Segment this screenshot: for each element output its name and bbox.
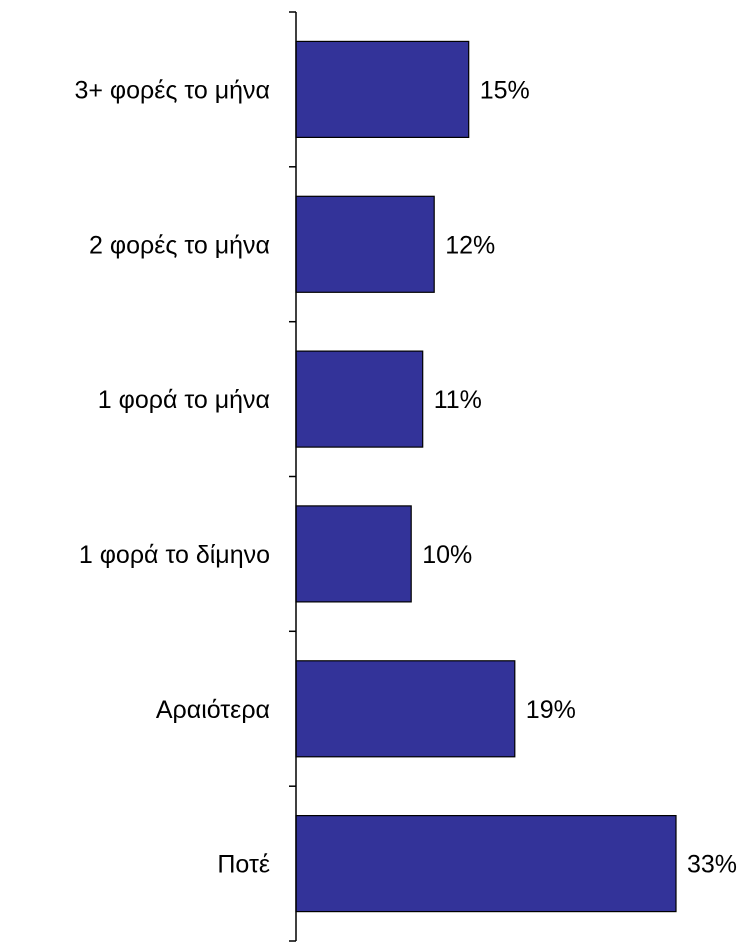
category-label: 1 φορά το δίμηνο	[79, 541, 270, 569]
bar-1	[295, 40, 470, 139]
bar-6	[295, 814, 677, 913]
value-label: 12%	[445, 231, 495, 259]
category-label: 3+ φορές το μήνα	[74, 76, 270, 104]
value-label: 33%	[687, 851, 737, 879]
bars-group	[295, 40, 677, 913]
bar-5	[295, 660, 516, 758]
category-label: 1 φορά το μήνα	[98, 386, 270, 414]
bar-4	[295, 505, 412, 603]
value-label: 10%	[422, 541, 472, 569]
value-label: 15%	[480, 76, 530, 104]
bar-2	[295, 195, 435, 293]
category-label: 2 φορές το μήνα	[89, 231, 270, 259]
bar-3	[295, 350, 424, 448]
value-label: 19%	[526, 696, 576, 724]
category-labels-group: 3+ φορές το μήνα 2 φορές το μήνα 1 φορά το…	[74, 76, 270, 878]
category-axis	[289, 11, 297, 942]
category-label: Αραιότερα	[156, 696, 270, 724]
value-label: 11%	[434, 386, 482, 414]
category-label: Ποτέ	[217, 851, 270, 879]
value-labels-group: 15% 12% 11% 10% 19% 33%	[422, 76, 737, 878]
